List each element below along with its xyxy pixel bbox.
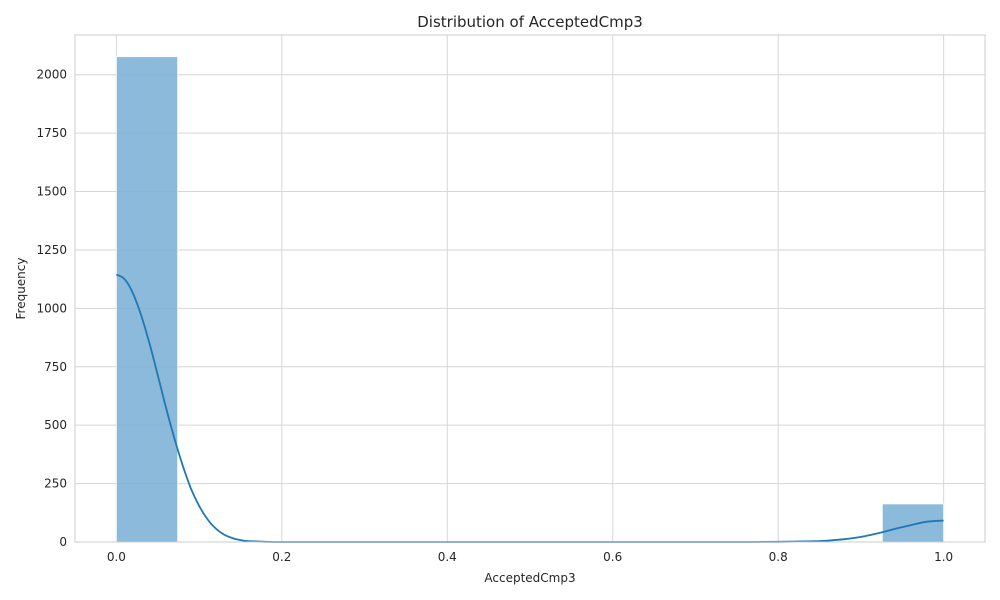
y-tick-label: 1250 <box>36 243 67 257</box>
x-tick-label: 0.6 <box>603 550 622 564</box>
chart-title: Distribution of AcceptedCmp3 <box>417 13 643 31</box>
y-tick-label: 1750 <box>36 126 67 140</box>
y-tick-label: 0 <box>59 535 67 549</box>
y-axis-label: Frequency <box>14 258 28 320</box>
x-tick-label: 0.0 <box>107 550 126 564</box>
y-tick-label: 750 <box>44 360 67 374</box>
x-axis-label: AcceptedCmp3 <box>484 571 575 585</box>
plot-frame <box>74 34 986 543</box>
histogram-bar <box>881 503 945 543</box>
y-tick-label: 1000 <box>36 301 67 315</box>
x-tick-label: 0.2 <box>272 550 291 564</box>
x-tick-label: 0.4 <box>438 550 457 564</box>
x-tick-label: 0.8 <box>769 550 788 564</box>
y-tick-label: 500 <box>44 418 67 432</box>
y-tick-label: 1500 <box>36 185 67 199</box>
y-tick-label: 250 <box>44 477 67 491</box>
x-tick-label: 1.0 <box>934 550 953 564</box>
histogram-bar <box>115 56 179 543</box>
plot-background <box>75 35 985 542</box>
y-tick-label: 2000 <box>36 68 67 82</box>
